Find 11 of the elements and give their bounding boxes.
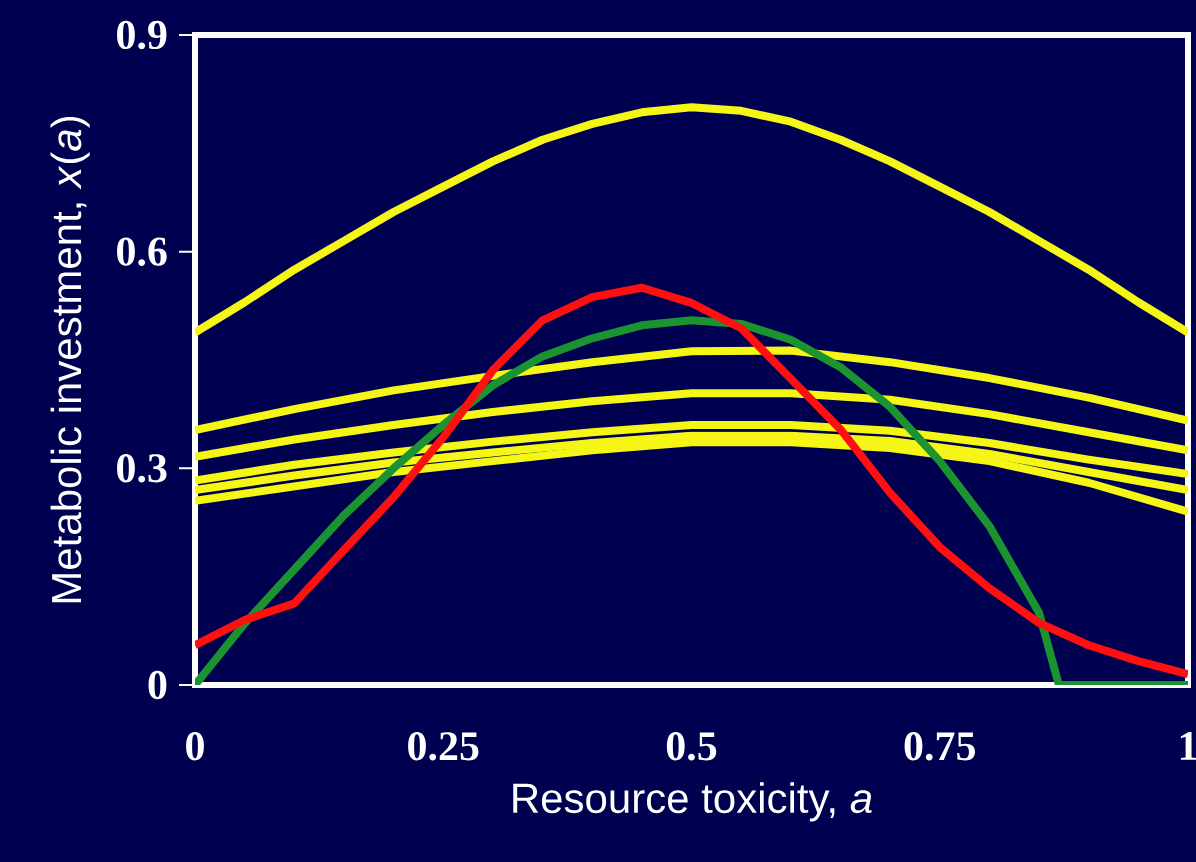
x-tick-label: 0 — [186, 732, 204, 761]
y-tick-label: 0.6 — [117, 237, 167, 266]
y-tick-label: 0.3 — [117, 454, 167, 483]
x-tick-label: 0.5 — [666, 732, 717, 761]
x-tick-label: 0.25 — [408, 732, 479, 761]
x-tick-label: 0.75 — [904, 732, 975, 761]
x-axis-title: Resource toxicity, a — [513, 782, 872, 822]
y-tick-label: 0.9 — [117, 20, 167, 50]
y-axis-title: Metabolic investment, x(a) — [50, 116, 90, 603]
x-tick-label: 1 — [1180, 732, 1196, 760]
y-tick-label: 0 — [148, 670, 167, 700]
